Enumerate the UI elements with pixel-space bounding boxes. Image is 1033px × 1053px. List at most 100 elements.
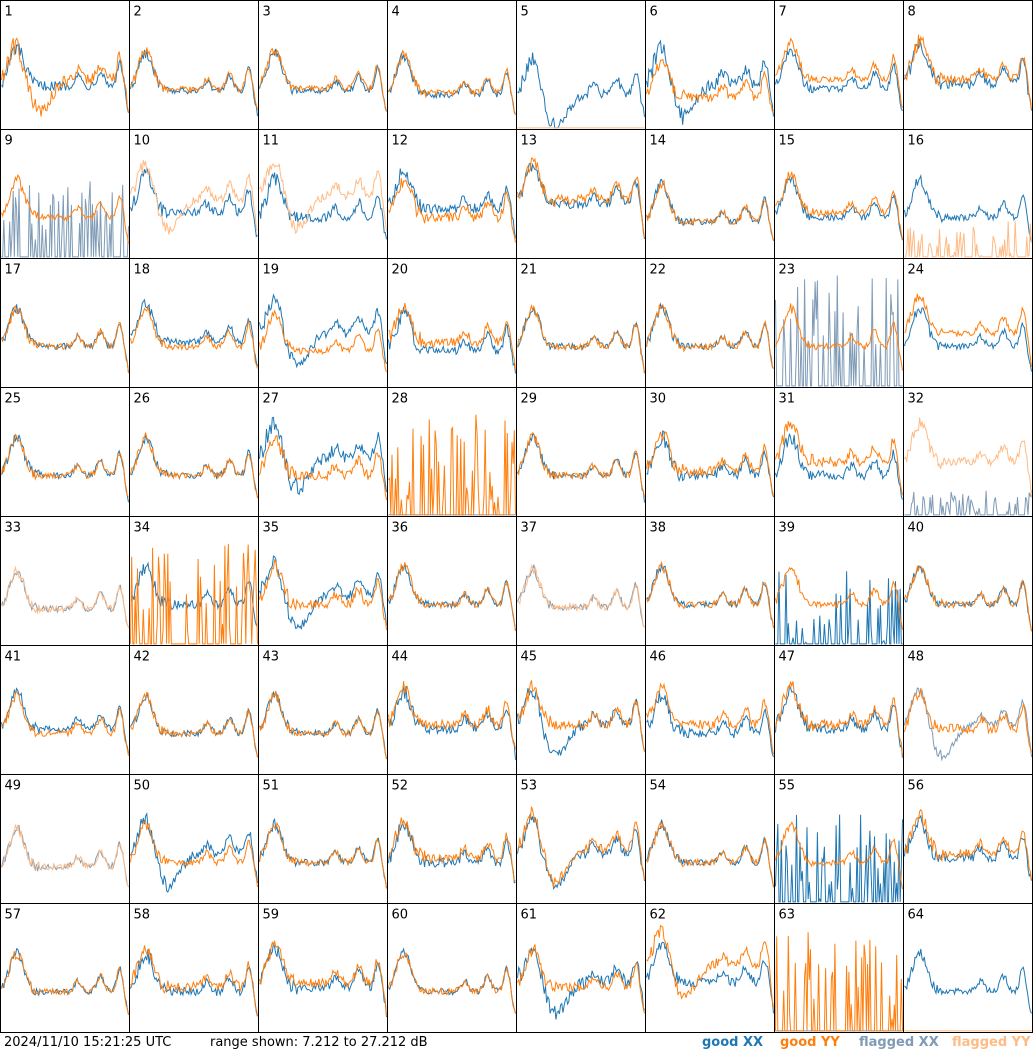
series-yy-32 (904, 417, 1032, 498)
panel-label: 29 (521, 392, 538, 407)
panel-frame (129, 645, 259, 775)
series-xx-35 (259, 555, 387, 630)
panel-34: 34 (129, 516, 259, 646)
panel-frame (258, 387, 388, 517)
panel-33: 33 (0, 516, 130, 646)
panel-37: 37 (516, 516, 646, 646)
series-xx-2 (130, 49, 258, 117)
panel-label: 37 (521, 521, 538, 536)
panel-54: 54 (645, 774, 775, 904)
panel-42: 42 (129, 645, 259, 775)
panel-18: 18 (129, 258, 259, 388)
series-yy-36 (388, 562, 516, 632)
series-xx-11 (259, 172, 387, 240)
panel-label: 3 (263, 5, 271, 20)
series-yy-54 (646, 820, 774, 888)
panel-21: 21 (516, 258, 646, 388)
panel-frame (0, 774, 130, 904)
series-xx-31 (775, 433, 903, 500)
panel-43: 43 (258, 645, 388, 775)
panel-48: 48 (903, 645, 1033, 775)
panel-8: 8 (903, 0, 1033, 130)
series-xx-38 (646, 563, 774, 628)
panel-label: 49 (5, 779, 22, 794)
series-xx-54 (646, 819, 774, 887)
panel-frame (387, 903, 517, 1033)
panel-24: 24 (903, 258, 1033, 388)
panel-30: 30 (645, 387, 775, 517)
series-yy-16 (904, 221, 1032, 259)
legend-flagged-xx: flagged XX (859, 1035, 939, 1050)
series-xx-25 (1, 434, 129, 503)
panel-61: 61 (516, 903, 646, 1033)
series-yy-34 (130, 543, 258, 645)
panel-label: 1 (5, 5, 13, 20)
panel-label: 36 (392, 521, 409, 536)
panel-frame (387, 0, 517, 130)
series-yy-42 (130, 691, 258, 758)
panel-frame (516, 774, 646, 904)
series-yy-55 (775, 821, 903, 890)
panel-26: 26 (129, 387, 259, 517)
panel-label: 5 (521, 5, 529, 20)
panel-frame (129, 0, 259, 130)
panel-15: 15 (774, 129, 904, 259)
series-xx-55 (775, 814, 903, 903)
panel-14: 14 (645, 129, 775, 259)
series-xx-30 (646, 430, 774, 498)
series-yy-53 (517, 806, 645, 888)
panel-51: 51 (258, 774, 388, 904)
panel-frame (903, 258, 1033, 388)
panel-label: 22 (650, 263, 667, 278)
panel-frame (516, 129, 646, 259)
series-yy-57 (1, 951, 129, 1016)
panel-frame (258, 0, 388, 130)
panel-63: 63 (774, 903, 904, 1033)
panel-label: 64 (908, 908, 925, 923)
panel-frame (387, 516, 517, 646)
series-xx-45 (517, 687, 645, 757)
panel-frame (516, 387, 646, 517)
series-yy-38 (646, 560, 774, 629)
panel-label: 54 (650, 779, 667, 794)
panel-39: 39 (774, 516, 904, 646)
panel-60: 60 (387, 903, 517, 1033)
panel-label: 24 (908, 263, 925, 278)
series-xx-21 (517, 307, 645, 374)
panel-label: 18 (134, 263, 151, 278)
panel-5: 5 (516, 0, 646, 130)
series-xx-8 (904, 38, 1032, 111)
panel-62: 62 (645, 903, 775, 1033)
panel-31: 31 (774, 387, 904, 517)
panel-11: 11 (258, 129, 388, 259)
series-yy-1 (1, 37, 129, 117)
series-yy-45 (517, 680, 645, 752)
panel-38: 38 (645, 516, 775, 646)
panel-label: 6 (650, 5, 658, 20)
series-yy-27 (259, 434, 387, 501)
panel-frame (0, 0, 130, 130)
panel-59: 59 (258, 903, 388, 1033)
panel-frame (903, 516, 1033, 646)
panel-frame (387, 129, 517, 259)
panel-20: 20 (387, 258, 517, 388)
panel-label: 16 (908, 134, 925, 149)
series-yy-22 (646, 303, 774, 370)
series-yy-37 (517, 563, 645, 628)
series-yy-62 (646, 924, 774, 1008)
panel-frame (774, 516, 904, 646)
panel-52: 52 (387, 774, 517, 904)
panel-label: 59 (263, 908, 280, 923)
series-xx-4 (388, 52, 516, 115)
panel-46: 46 (645, 645, 775, 775)
panel-17: 17 (0, 258, 130, 388)
series-xx-24 (904, 307, 1032, 372)
panel-frame (129, 129, 259, 259)
series-yy-7 (775, 37, 903, 108)
series-yy-56 (904, 808, 1032, 880)
panel-label: 17 (5, 263, 22, 278)
series-yy-35 (259, 558, 387, 631)
legend-good-yy: good YY (780, 1035, 840, 1050)
panel-label: 48 (908, 650, 925, 665)
